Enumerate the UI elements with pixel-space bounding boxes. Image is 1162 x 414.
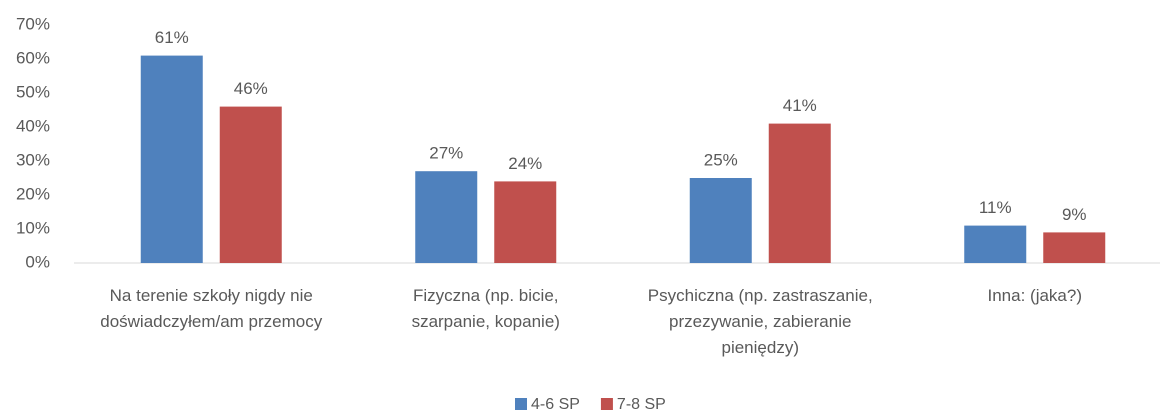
bar (768, 123, 831, 263)
y-tick-label: 70% (16, 14, 50, 33)
y-tick-label: 20% (16, 184, 50, 203)
y-tick-label: 0% (25, 252, 50, 271)
x-tick-label: Na terenie szkoły nigdy nie doświadczyłe… (100, 286, 323, 331)
x-tick-label: Fizyczna (np. bicie, szarpanie, kopanie) (411, 286, 560, 331)
bar (1043, 232, 1106, 263)
bar (494, 181, 557, 263)
bar (689, 178, 752, 263)
bar (140, 55, 203, 263)
data-label: 9% (1062, 205, 1087, 224)
y-tick-label: 30% (16, 150, 50, 169)
bar (964, 225, 1027, 263)
legend-swatch (515, 398, 527, 410)
y-tick-label: 10% (16, 218, 50, 237)
x-tick-label: Psychiczna (np. zastraszanie, przezywani… (647, 286, 873, 357)
data-label: 46% (234, 79, 268, 98)
data-label: 61% (155, 28, 189, 47)
data-label: 11% (979, 198, 1012, 217)
y-tick-label: 60% (16, 48, 50, 67)
legend-swatch (600, 398, 613, 410)
y-tick-label: 40% (16, 116, 50, 135)
x-tick-label: Inna: (jaka?) (987, 286, 1083, 305)
y-tick-label: 50% (16, 82, 50, 101)
legend-label: 4-6 SP (531, 396, 580, 413)
data-label: 24% (508, 154, 542, 173)
bar (219, 106, 282, 263)
data-label: 41% (783, 96, 817, 115)
legend-label: 7-8 SP (617, 396, 666, 413)
bar (415, 171, 478, 263)
data-label: 27% (429, 144, 463, 163)
data-label: 25% (704, 150, 738, 169)
